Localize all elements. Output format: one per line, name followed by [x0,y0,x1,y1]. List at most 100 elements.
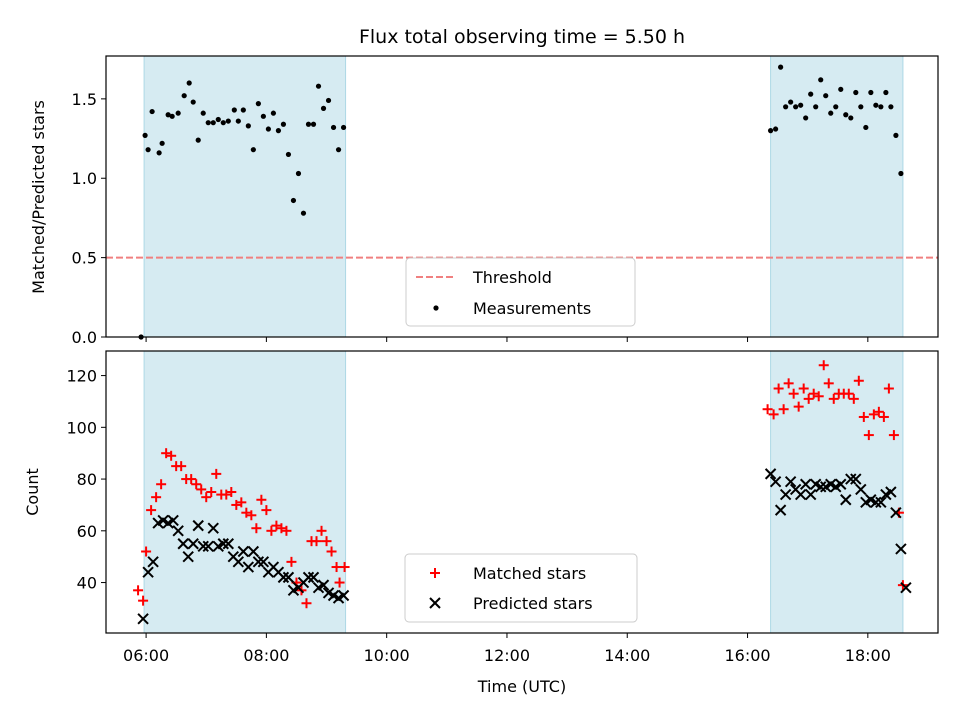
matched-star-point [798,383,809,394]
measurement-point [878,104,884,110]
measurement-point [310,121,317,127]
count-y-ticks: 40 60 80 100 120 [66,367,106,593]
ratio-y-tick-label: 1.5 [72,90,97,109]
matched-star-point [793,401,804,412]
predicted-star-point [192,519,204,532]
matched-star-point [768,409,779,420]
measurement-point [848,115,854,121]
matched-star-point [321,536,332,547]
predicted-star-point [779,488,792,501]
predicted-star-point [147,556,159,568]
matched-star-point [828,393,839,404]
predicted-star-point [202,540,214,553]
matched-star-point [843,388,854,399]
matched-star-point [138,595,149,606]
measurement-point [231,107,237,113]
count-legend-box [404,553,638,623]
predicted-star-point [850,473,862,485]
matched-star-point [133,585,144,596]
measurement-point [186,80,192,86]
measurement-point [330,124,337,131]
predicted-star-point [835,478,847,490]
predicted-star-points [137,468,912,625]
count-legend: Matched stars Predicted stars [404,553,638,623]
matched-star-point [848,393,859,404]
measurement-point [783,104,789,110]
measurement-point [868,89,874,96]
measurement-point [245,123,251,129]
predicted-star-point [890,506,902,519]
legend-matched-swatch [430,568,440,578]
predicted-star-point [764,468,777,480]
matched-star-point [246,510,257,521]
measurement-point [240,107,246,113]
ratio-y-axis-label: Matched/Predicted stars [29,100,48,294]
measurement-point [195,137,201,143]
predicted-star-point [302,571,315,584]
measurement-point [818,77,824,83]
matched-star-point [883,383,894,394]
predicted-star-point [242,561,255,573]
ratio-panel: 0.0 0.5 1.0 1.5 Matched/Predicted stars Thr… [29,55,939,347]
measurement-point [285,151,292,158]
chart-title: Flux total observing time = 5.50 h [359,26,685,48]
measurement-point [156,150,162,156]
predicted-star-point [277,571,290,584]
count-x-tick-label: 16:00 [724,646,770,665]
ratio-y-tick-label: 0.0 [72,328,97,347]
legend-predicted-label: Predicted stars [473,594,593,613]
measurement-point [335,147,342,153]
matched-star-point [316,525,327,536]
count-x-tick-label: 06:00 [123,646,169,665]
matched-star-point [261,505,272,516]
measurement-point [142,132,148,138]
measurement-point [275,128,282,134]
matched-star-point [266,525,277,536]
legend-measurements-swatch [433,305,439,311]
matched-star-point [813,391,824,402]
matched-star-point [803,393,814,404]
ratio-legend: Threshold Measurements [405,257,636,327]
matched-star-point [176,461,187,472]
matched-star-point [853,375,864,386]
predicted-star-point [799,478,812,490]
predicted-star-point [804,488,817,501]
measurement-point [898,170,904,177]
count-x-tick-label: 18:00 [845,646,891,665]
measurement-point [290,197,297,204]
measurement-point [893,132,899,138]
legend-threshold-label: Threshold [472,268,552,287]
measurement-point [165,112,171,118]
measurement-point [778,64,784,70]
count-y-tick-label: 100 [66,418,97,437]
observing-window-2 [770,55,904,338]
matched-star-point [888,430,899,441]
predicted-star-point [307,571,320,584]
matched-star-point [783,378,794,389]
predicted-star-point [172,525,184,537]
matched-star-point [271,520,282,531]
measurement-point [883,89,889,96]
measurement-point [838,86,844,92]
ratio-y-tick-label: 1.0 [72,169,97,188]
measurement-point [159,140,165,146]
measurement-point [813,104,819,110]
measurement-point [833,104,839,110]
ratio-y-tick-label: 0.5 [72,249,97,268]
matched-star-point [166,450,177,461]
count-y-tick-label: 60 [77,522,97,541]
matched-star-point [226,487,237,497]
measurement-point [190,99,196,105]
measurement-point [295,170,302,177]
measurement-point [320,105,327,111]
matched-star-point [868,409,879,420]
measurement-point [280,121,287,127]
matched-star-point [256,494,267,505]
predicted-star-point [317,579,330,591]
predicted-star-point [769,475,782,488]
measurement-point [773,126,779,132]
matched-star-point [773,383,784,394]
count-y-tick-label: 40 [77,574,97,593]
matched-star-point [788,388,799,399]
